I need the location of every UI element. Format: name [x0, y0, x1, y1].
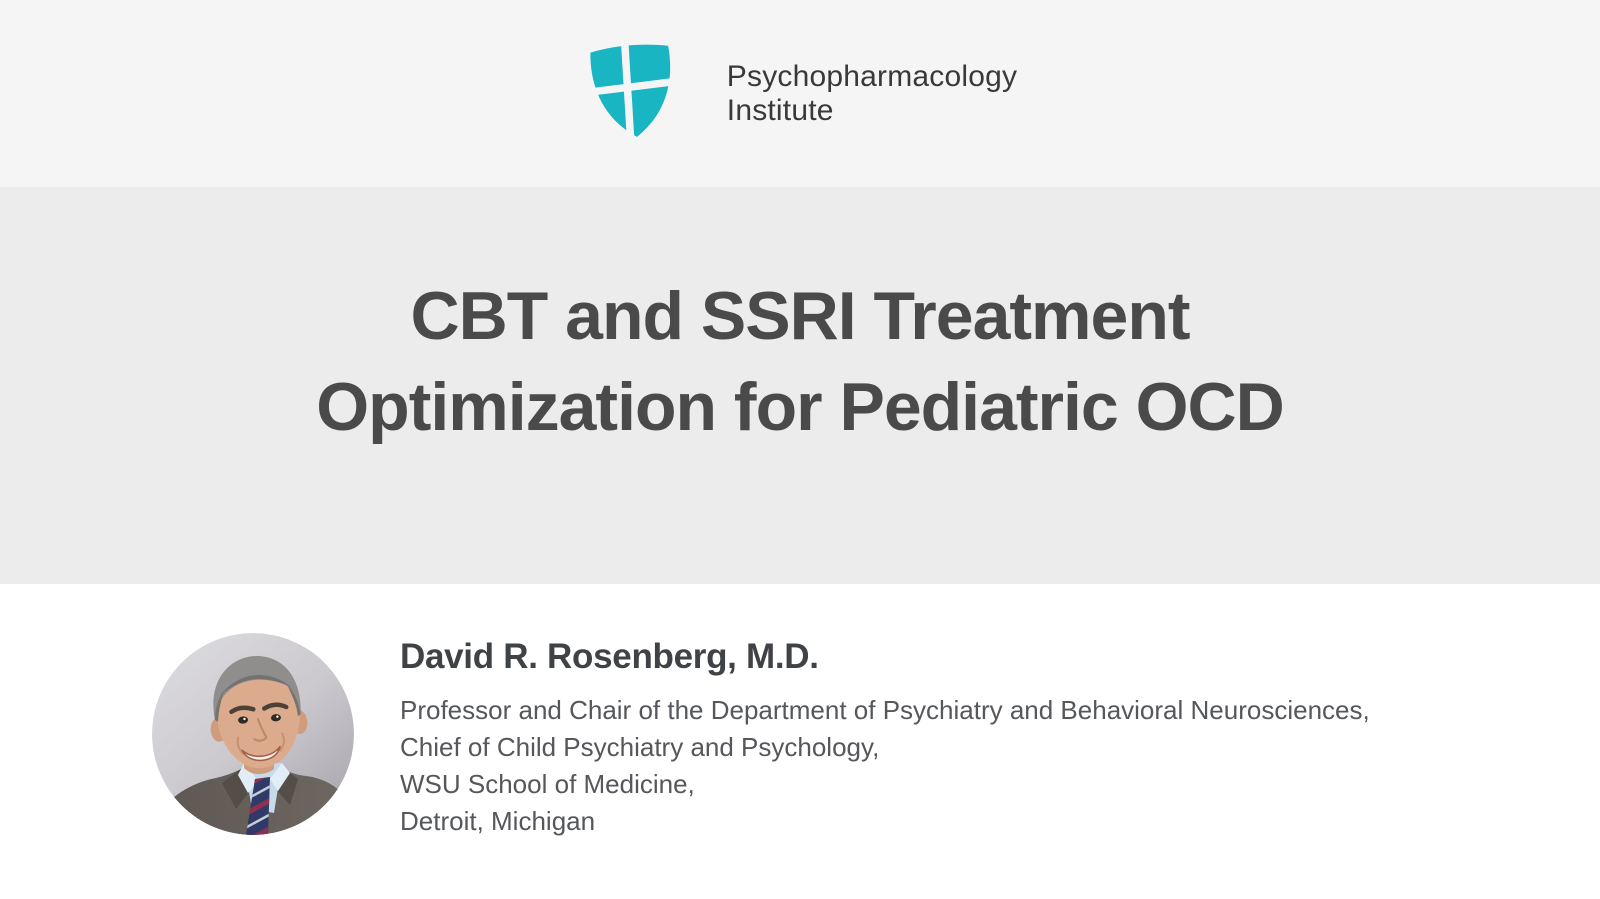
hair-shading	[220, 675, 292, 696]
eye-highlight-left	[243, 717, 246, 721]
eyebrow-right	[262, 702, 289, 711]
eye-left	[238, 716, 249, 724]
bio-line-4: Detroit, Michigan	[400, 806, 596, 836]
brand-name-line2: Institute	[726, 93, 834, 127]
hair	[213, 656, 301, 721]
eyebrow-left	[229, 705, 256, 715]
presenter-photo	[152, 633, 354, 835]
hair-temple-left	[214, 691, 224, 722]
header-bar: Psychopharmacology Institute	[0, 0, 1600, 187]
smile-crease-right	[279, 732, 285, 752]
brand: Psychopharmacology Institute	[583, 44, 1017, 142]
portrait-illustration	[152, 633, 354, 835]
shield-shape	[590, 44, 670, 137]
title-band: CBT and SSRI Treatment Optimization for …	[0, 187, 1600, 584]
head	[210, 656, 308, 769]
presenter-name: David R. Rosenberg, M.D.	[400, 637, 819, 676]
brand-name-line1: Psychopharmacology	[726, 59, 1018, 93]
bio-line-1: Professor and Chair of the Department of…	[400, 695, 1370, 725]
shirt-collar-right	[270, 763, 290, 791]
hair-temple-right	[287, 685, 301, 717]
presenter-info: David R. Rosenberg, M.D. Professor and C…	[400, 636, 1370, 840]
presenter-bio: Professor and Chair of the Department of…	[400, 692, 1370, 840]
shield-cross-icon	[590, 44, 670, 137]
smile	[241, 745, 281, 762]
tie-stripes	[246, 777, 270, 835]
presenter-section: David R. Rosenberg, M.D. Professor and C…	[0, 584, 1600, 899]
bio-line-2: Chief of Child Psychiatry and Psychology…	[400, 732, 880, 762]
smile-crease-left	[236, 736, 245, 756]
eye-right	[270, 714, 281, 722]
nose	[253, 717, 268, 742]
shirt-collar-left	[238, 763, 258, 793]
slide-title-line1: CBT and SSRI Treatment	[410, 278, 1190, 354]
bio-line-3: WSU School of Medicine,	[400, 769, 695, 799]
slide-title: CBT and SSRI Treatment Optimization for …	[0, 187, 1600, 453]
slide-title-line2: Optimization for Pediatric OCD	[316, 369, 1284, 445]
brand-name: Psychopharmacology Institute	[727, 60, 1017, 128]
eye-highlight-right	[276, 715, 279, 718]
